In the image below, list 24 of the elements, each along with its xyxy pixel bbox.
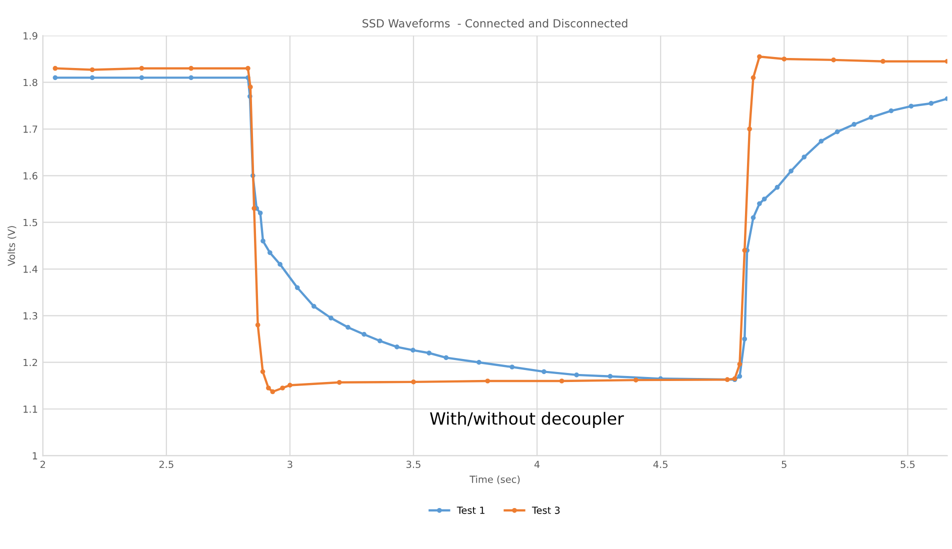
x-tick-label: 4: [534, 460, 540, 468]
x-tick-label: 4.5: [653, 460, 668, 468]
y-tick-label: 1.6: [24, 172, 38, 180]
x-tick-label: 2.5: [159, 460, 174, 468]
y-tick-label: 1.3: [24, 312, 38, 320]
x-tick-label: 2: [40, 460, 45, 468]
y-tick-label: 1.1: [24, 406, 38, 413]
y-tick-label: 1.5: [24, 218, 38, 226]
y-tick-label: 1.7: [24, 126, 38, 133]
x-tick-label: 5.5: [900, 460, 915, 468]
y-tick-label: 1: [32, 452, 38, 460]
annotation: With/without decoupler: [430, 412, 624, 428]
x-tick-label: 5: [782, 460, 786, 468]
y-tick-label: 1.9: [24, 32, 38, 40]
chart-title: SSD Waveforms - Connected and Disconnected: [362, 18, 628, 28]
y-tick-label: 1.4: [24, 266, 38, 273]
legend-label: Test 1: [456, 506, 484, 514]
y-axis-title: Volts (V): [8, 226, 16, 266]
y-tick-label: 1.2: [24, 358, 38, 366]
legend-label: Test 3: [532, 506, 560, 514]
x-tick-label: 3.5: [406, 460, 420, 468]
y-tick-label: 1.8: [24, 78, 38, 86]
x-tick-label: 3: [288, 460, 292, 468]
x-axis-title: Time (sec): [470, 475, 520, 484]
